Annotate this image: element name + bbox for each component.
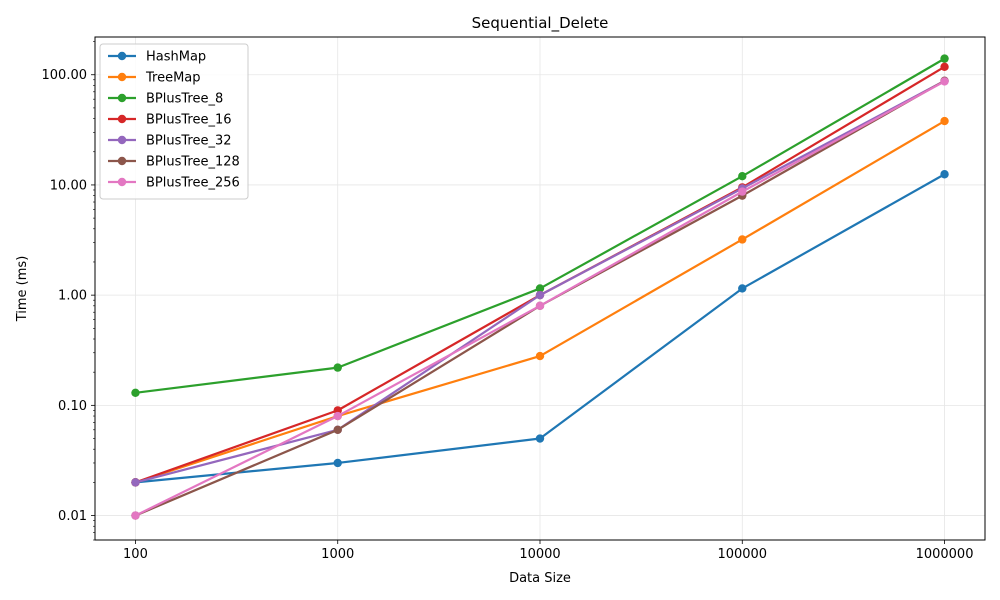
ticks: 100 1000 10000 100000 1000000 0.01 0.10 1.00 10.… <box>42 41 974 562</box>
legend-item: BPlusTree_8 <box>108 92 223 107</box>
data-point-treemap <box>535 351 545 361</box>
series-hashmap <box>131 170 949 487</box>
data-point-bplustree-32 <box>131 478 140 487</box>
data-point-treemap <box>738 235 747 244</box>
x-tick-label: 100 <box>123 547 148 562</box>
legend-marker <box>117 156 127 166</box>
data-point-bplustree-256 <box>333 411 342 421</box>
legend-item: TreeMap <box>108 71 201 86</box>
data-point-bplustree-8 <box>738 172 747 181</box>
legend-label: TreeMap <box>145 71 201 86</box>
data-point-hashmap <box>535 434 545 443</box>
y-tick-label: 10.00 <box>50 178 87 193</box>
legend-label: HashMap <box>146 50 206 65</box>
data-point-bplustree-32 <box>535 290 545 300</box>
y-tick-label: 0.01 <box>58 509 87 524</box>
series-group <box>131 54 949 520</box>
legend-item: BPlusTree_128 <box>108 155 240 170</box>
data-point-bplustree-256 <box>535 301 545 311</box>
legend-item: BPlusTree_256 <box>108 176 240 191</box>
data-point-hashmap <box>940 170 949 179</box>
legend-label: BPlusTree_256 <box>146 176 240 191</box>
legend-marker <box>117 93 127 103</box>
data-point-bplustree-8 <box>131 388 140 397</box>
legend-label: BPlusTree_8 <box>146 92 223 107</box>
legend-label: BPlusTree_16 <box>146 113 232 128</box>
series-bplustree-8 <box>131 54 949 397</box>
legend-marker <box>117 51 127 61</box>
legend-item: HashMap <box>108 50 206 65</box>
legend-box <box>99 43 249 200</box>
legend-marker <box>117 135 127 145</box>
data-point-treemap <box>940 116 949 126</box>
legend: HashMap TreeMap BPlusTree_8 BPlusTree_16 BPl… <box>99 43 249 200</box>
x-tick-label: 1000000 <box>916 547 974 562</box>
data-point-hashmap <box>333 458 342 468</box>
series-bplustree-256 <box>131 77 949 520</box>
y-tick-label: 0.10 <box>58 399 87 414</box>
y-axis-label: Time (ms) <box>15 256 30 323</box>
legend-item: BPlusTree_32 <box>108 134 232 149</box>
legend-label: BPlusTree_32 <box>146 134 232 149</box>
data-point-bplustree-8 <box>535 284 545 293</box>
data-point-bplustree-256 <box>131 511 140 520</box>
x-axis-label: Data Size <box>509 571 571 586</box>
legend-marker <box>117 114 127 124</box>
data-point-bplustree-8 <box>333 363 342 372</box>
chart-title: Sequential_Delete <box>472 14 609 33</box>
x-tick-label: 1000 <box>321 547 354 562</box>
data-point-bplustree-16 <box>940 62 949 72</box>
y-tick-label: 100.00 <box>42 68 88 83</box>
data-point-bplustree-8 <box>940 54 949 63</box>
legend-marker <box>117 177 127 187</box>
data-point-bplustree-256 <box>738 187 747 196</box>
y-tick-label: 1.00 <box>58 289 87 304</box>
data-point-bplustree-128 <box>333 425 342 434</box>
data-point-hashmap <box>738 284 747 293</box>
data-point-bplustree-256 <box>940 77 949 86</box>
x-tick-label: 100000 <box>717 547 767 562</box>
legend-marker <box>117 72 127 82</box>
legend-label: BPlusTree_128 <box>146 155 240 170</box>
legend-item: BPlusTree_16 <box>108 113 232 128</box>
x-tick-label: 10000 <box>519 547 560 562</box>
